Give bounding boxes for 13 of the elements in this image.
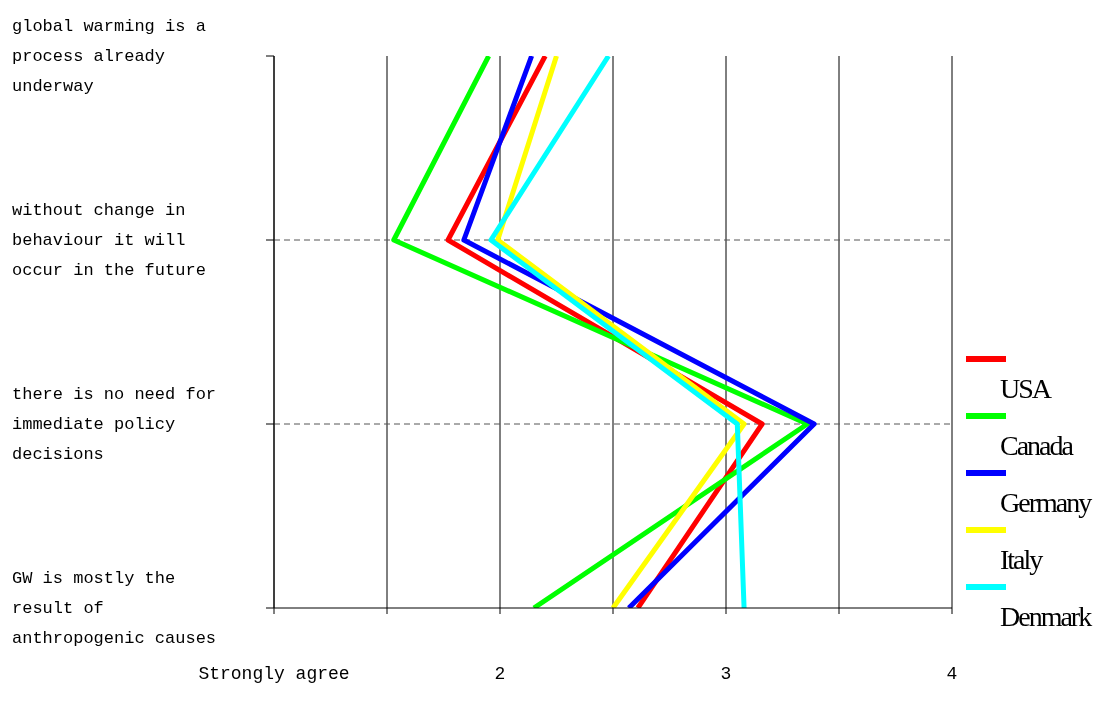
y-tick-label: there is no need for immediate policy decisions [12,385,217,464]
y-tick-label: GW is mostly the result of anthropogenic causes [12,569,217,648]
x-tick-label: 4 [946,663,958,684]
legend-label: Canada [1000,429,1074,463]
legend-label: USA [1000,372,1052,406]
x-tick-label: 2 [494,663,506,684]
x-tick-label: Strongly agree [198,663,350,684]
y-tick-label: without change in behaviour it will occur in the future [12,201,206,280]
legend-label: Denmark [1000,600,1091,634]
legend-label: Germany [1000,486,1091,520]
legend-label: Italy [1000,543,1043,577]
x-tick-label: 3 [720,663,732,684]
y-tick-label: global warming is a process already underway [12,17,206,96]
